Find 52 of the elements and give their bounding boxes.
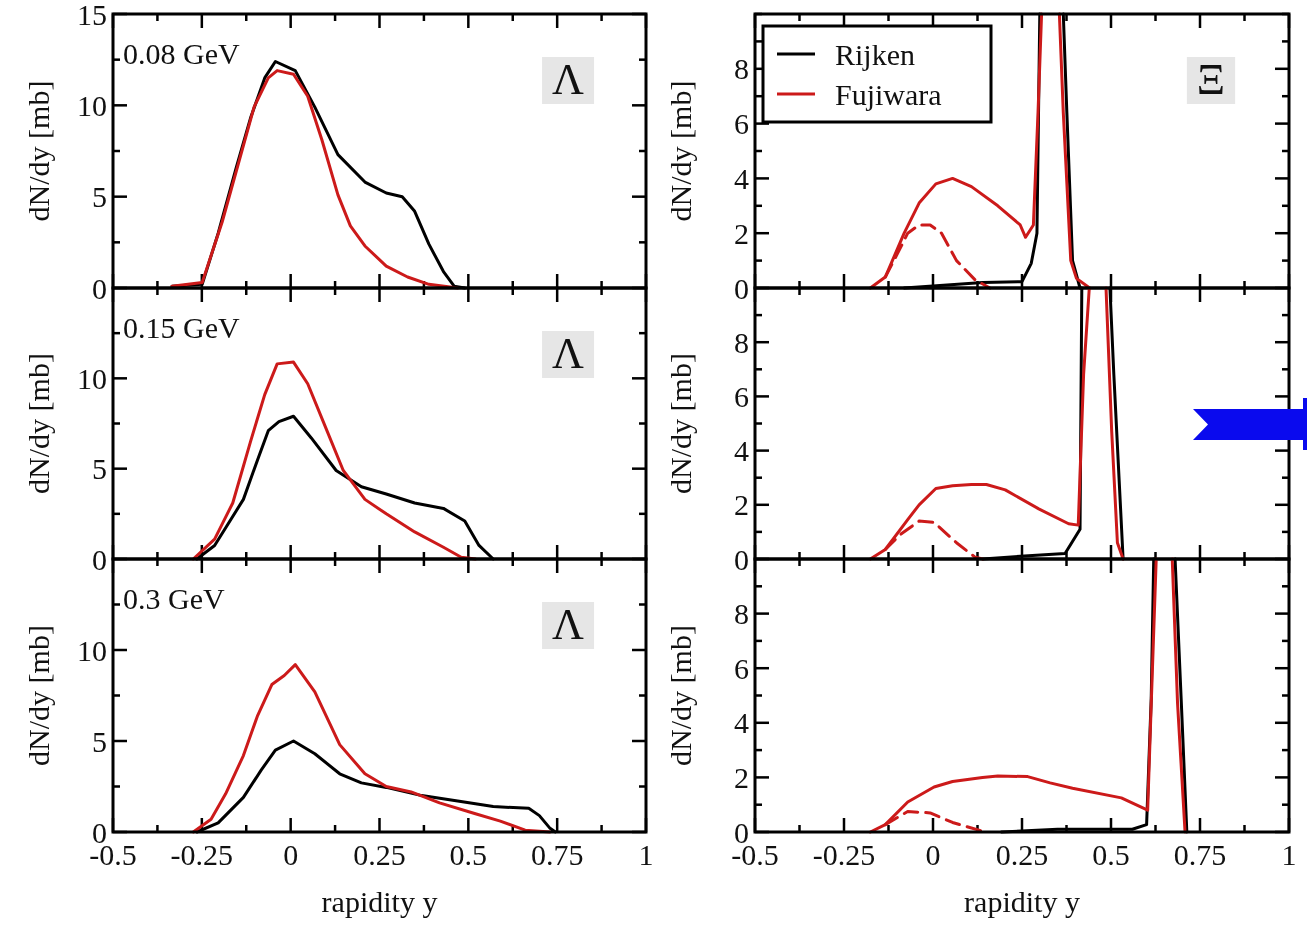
text: Λ	[552, 600, 585, 649]
x-tick-label: 0.25	[353, 838, 406, 871]
y-axis-title: dN/dy [mb]	[22, 80, 55, 222]
y-tick-label: 5	[92, 180, 107, 214]
y-axis-title: dN/dy [mb]	[664, 80, 697, 222]
x-tick-label: 0.25	[995, 838, 1049, 871]
y-tick-label: 5	[92, 724, 107, 758]
y-tick-label: 0	[92, 271, 107, 305]
x-tick-label: 0.75	[1173, 838, 1227, 871]
y-tick-label: 0	[92, 542, 107, 576]
y-tick-label: 8	[734, 597, 749, 631]
y-tick-label: 6	[734, 379, 749, 413]
y-axis-title: dN/dy [mb]	[664, 625, 697, 766]
x-tick-label: 0	[283, 838, 299, 871]
y-axis-title: dN/dy [mb]	[22, 353, 55, 494]
y-tick-label: 4	[734, 434, 749, 468]
y-tick-label: 15	[77, 0, 107, 31]
y-tick-label: 0	[734, 542, 749, 576]
y-tick-label: 5	[92, 452, 107, 486]
x-axis-title: rapidity y	[964, 885, 1080, 918]
annotation: 0.15 GeV	[123, 311, 240, 344]
x-tick-label: 0.5	[449, 838, 488, 871]
x-tick-label: 0	[925, 838, 941, 871]
text: Ξ	[1196, 55, 1226, 104]
y-tick-label: 2	[734, 760, 749, 794]
y-tick-label: 10	[77, 361, 107, 395]
x-axis-title: rapidity y	[321, 885, 438, 918]
y-axis-title: dN/dy [mb]	[664, 353, 697, 494]
y-tick-label: 0	[734, 271, 749, 305]
legend-label: Fujiwara	[835, 77, 942, 111]
y-tick-label: 2	[734, 488, 749, 522]
x-tick-label: 0.75	[530, 838, 584, 871]
x-tick-label: 1	[1281, 838, 1297, 871]
y-tick-label: 4	[734, 161, 749, 195]
y-axis-title: dN/dy [mb]	[22, 625, 55, 766]
y-tick-label: 10	[77, 88, 107, 122]
y-tick-label: 10	[77, 633, 107, 667]
y-tick-label: 2	[734, 216, 749, 250]
x-tick-label: -0.25	[170, 838, 234, 871]
annotation: 0.08 GeV	[123, 37, 240, 70]
y-tick-label: 4	[734, 706, 749, 740]
text: Λ	[552, 55, 585, 104]
text: Λ	[552, 329, 585, 378]
x-tick-label: -0.25	[812, 838, 876, 871]
x-tick-label: 0.5	[1092, 838, 1130, 871]
y-tick-label: 8	[734, 325, 749, 359]
annotation: 0.3 GeV	[123, 582, 225, 615]
y-tick-label: 8	[734, 52, 749, 86]
y-tick-label: 6	[734, 107, 749, 141]
x-tick-label: 1	[638, 838, 654, 871]
legend-label: Rijken	[835, 37, 915, 71]
y-tick-label: 6	[734, 651, 749, 685]
